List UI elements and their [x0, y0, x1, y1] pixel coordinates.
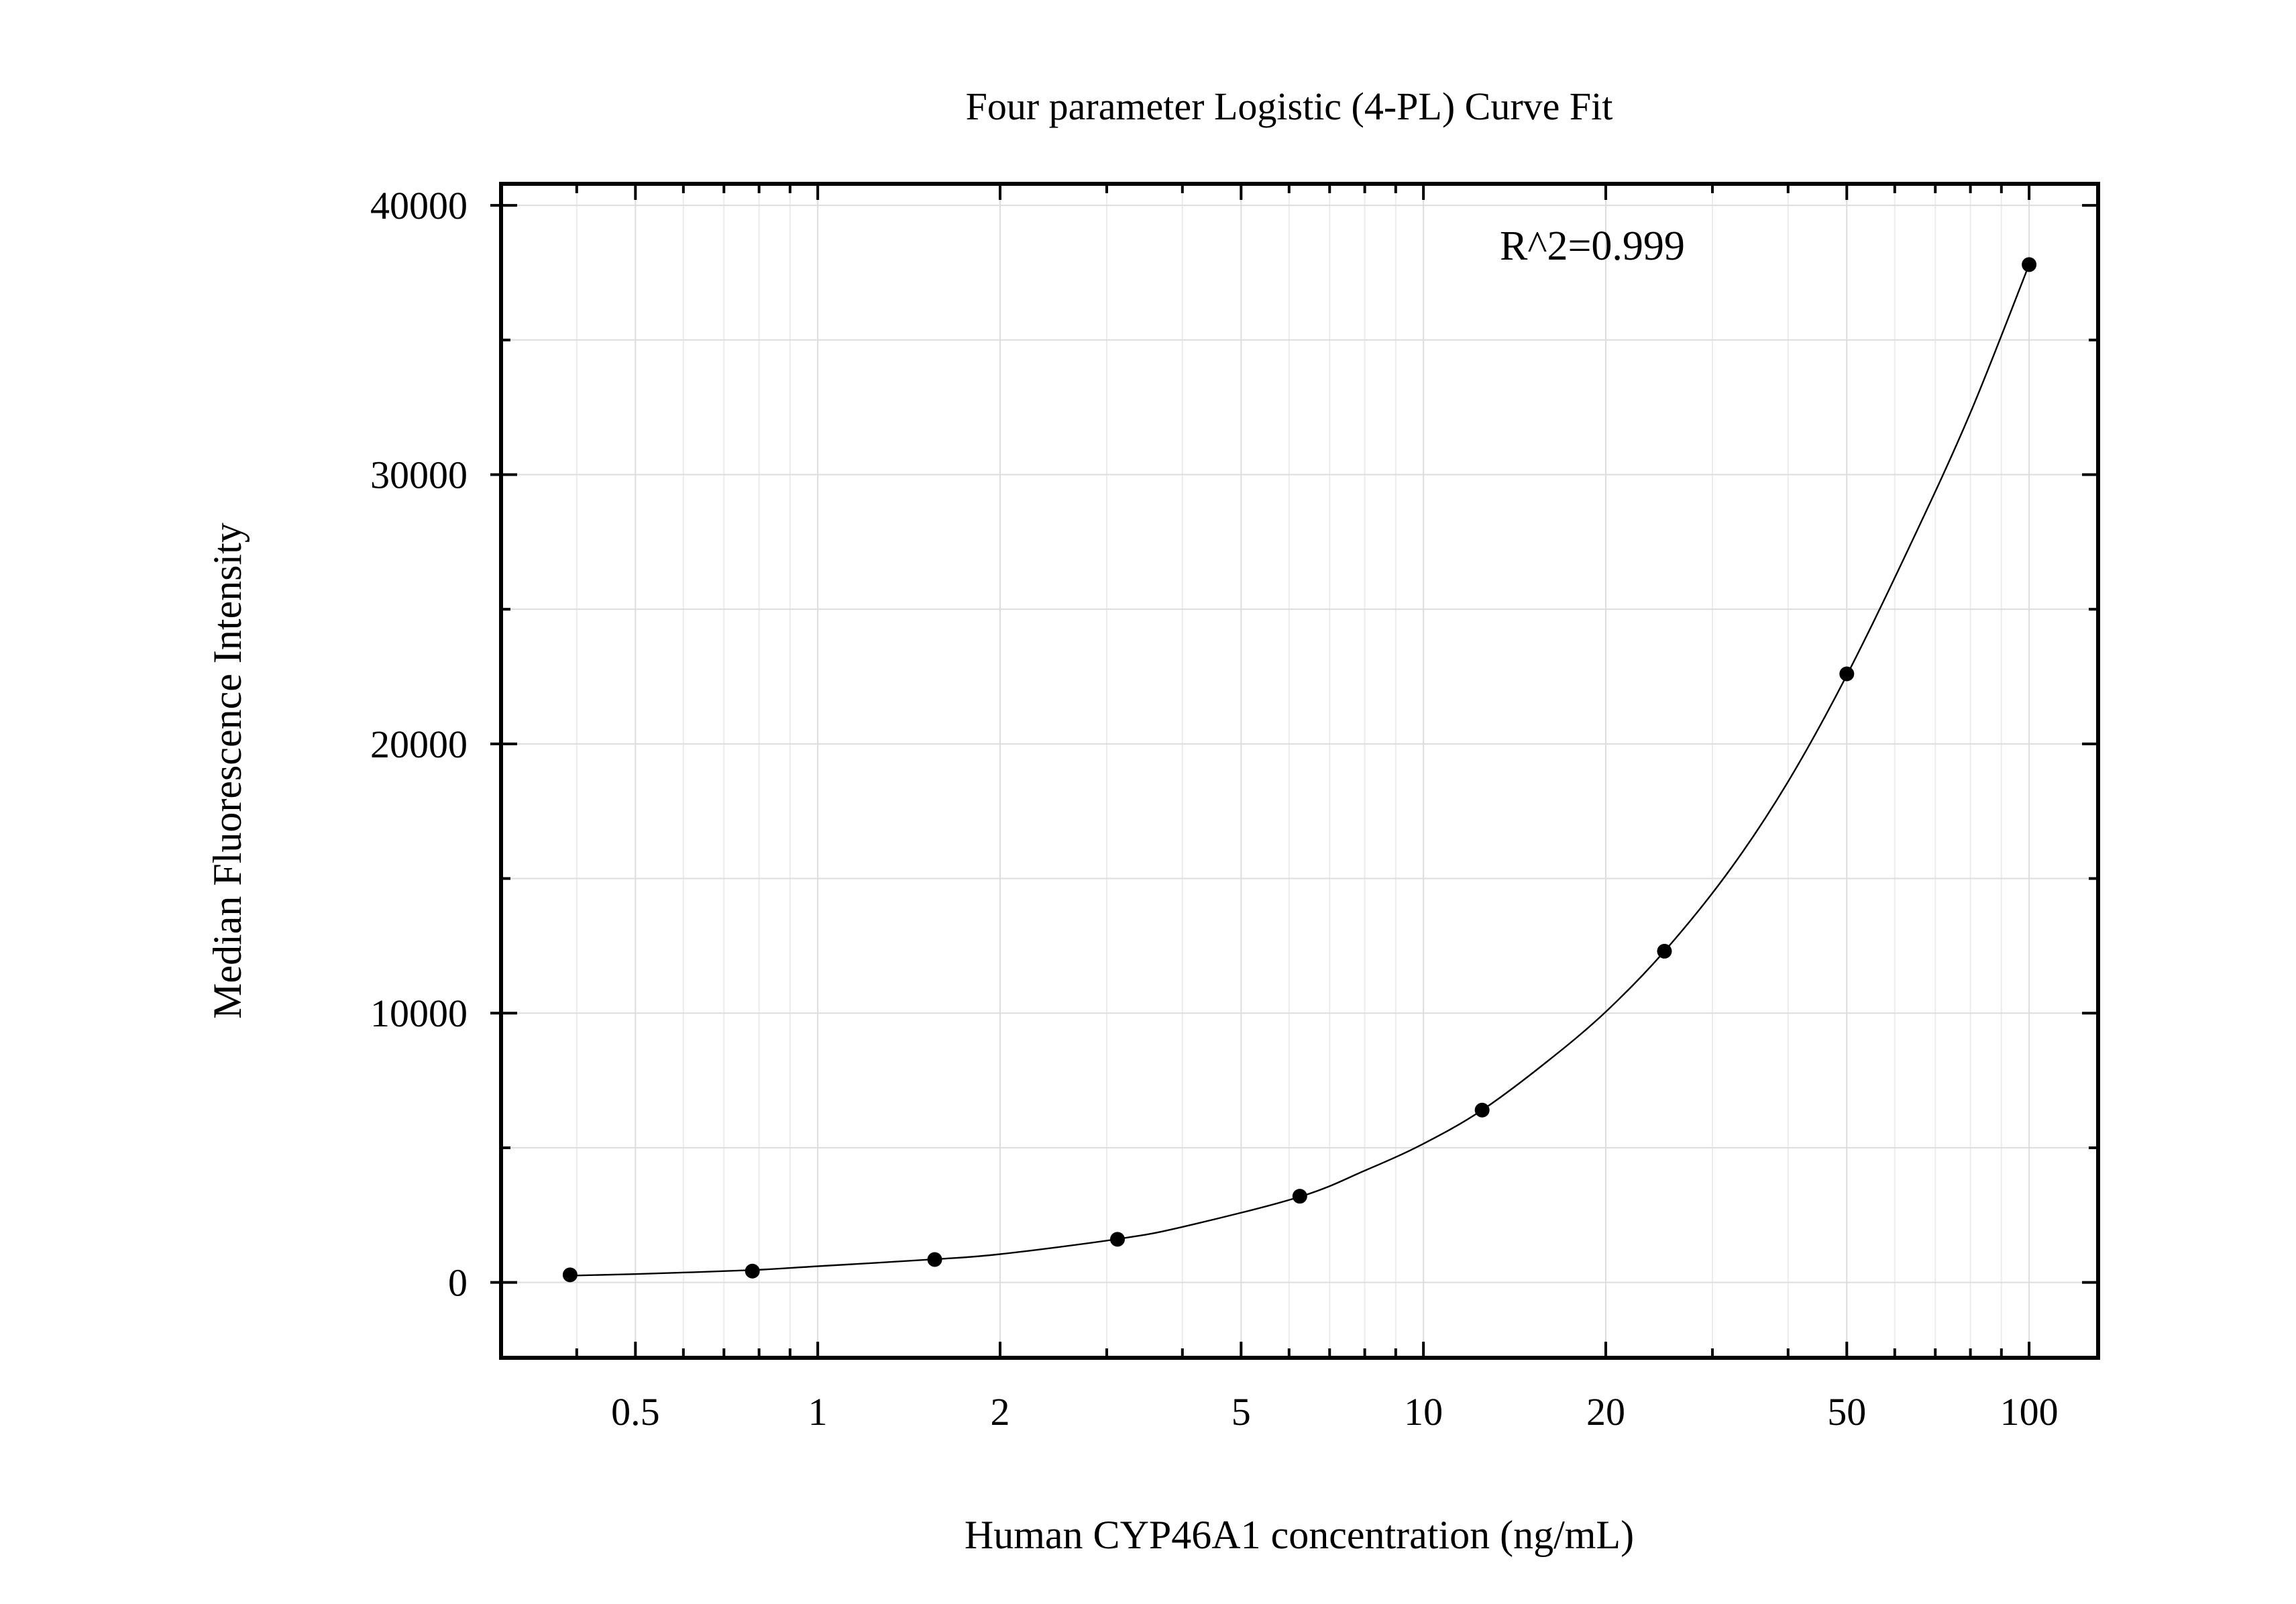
y-tick-label: 30000 — [370, 453, 468, 496]
grid — [500, 184, 2098, 1358]
data-point — [1474, 1102, 1490, 1118]
y-tick-label: 10000 — [370, 992, 468, 1035]
data-point — [1109, 1232, 1125, 1247]
x-axis-label: Human CYP46A1 concentration (ng/mL) — [965, 1513, 1634, 1557]
x-tick-label: 10 — [1404, 1390, 1443, 1434]
x-tick-label: 20 — [1586, 1390, 1625, 1434]
data-point — [1292, 1189, 1307, 1204]
data-point — [927, 1252, 942, 1267]
data-point — [1839, 666, 1855, 682]
data-point — [1657, 943, 1672, 959]
axis-ticks — [490, 184, 2098, 1358]
y-tick-label: 40000 — [370, 184, 468, 227]
y-tick-label: 20000 — [370, 723, 468, 766]
x-tick-label: 0.5 — [611, 1390, 660, 1434]
chart-title: Four parameter Logistic (4-PL) Curve Fit — [966, 85, 1613, 128]
r-squared-annotation: R^2=0.999 — [1500, 223, 1685, 269]
plot-frame — [499, 182, 2100, 1360]
data-point — [562, 1267, 578, 1283]
x-tick-label: 100 — [2000, 1390, 2059, 1434]
x-tick-label: 2 — [990, 1390, 1009, 1434]
x-tick-label: 5 — [1232, 1390, 1251, 1434]
tick-labels: 0.5 1 2 5 10 20 50 100 0 10000 20000 30000 40000 — [370, 184, 2059, 1434]
data-point — [2022, 257, 2037, 272]
fit-curve-line — [569, 264, 2030, 1277]
y-tick-label: 0 — [448, 1261, 468, 1305]
x-tick-label: 50 — [1827, 1390, 1866, 1434]
y-axis-label: Median Fluorescence Intensity — [205, 523, 250, 1019]
data-point — [745, 1263, 760, 1279]
x-tick-label: 1 — [808, 1390, 828, 1434]
data-points — [562, 257, 2037, 1283]
